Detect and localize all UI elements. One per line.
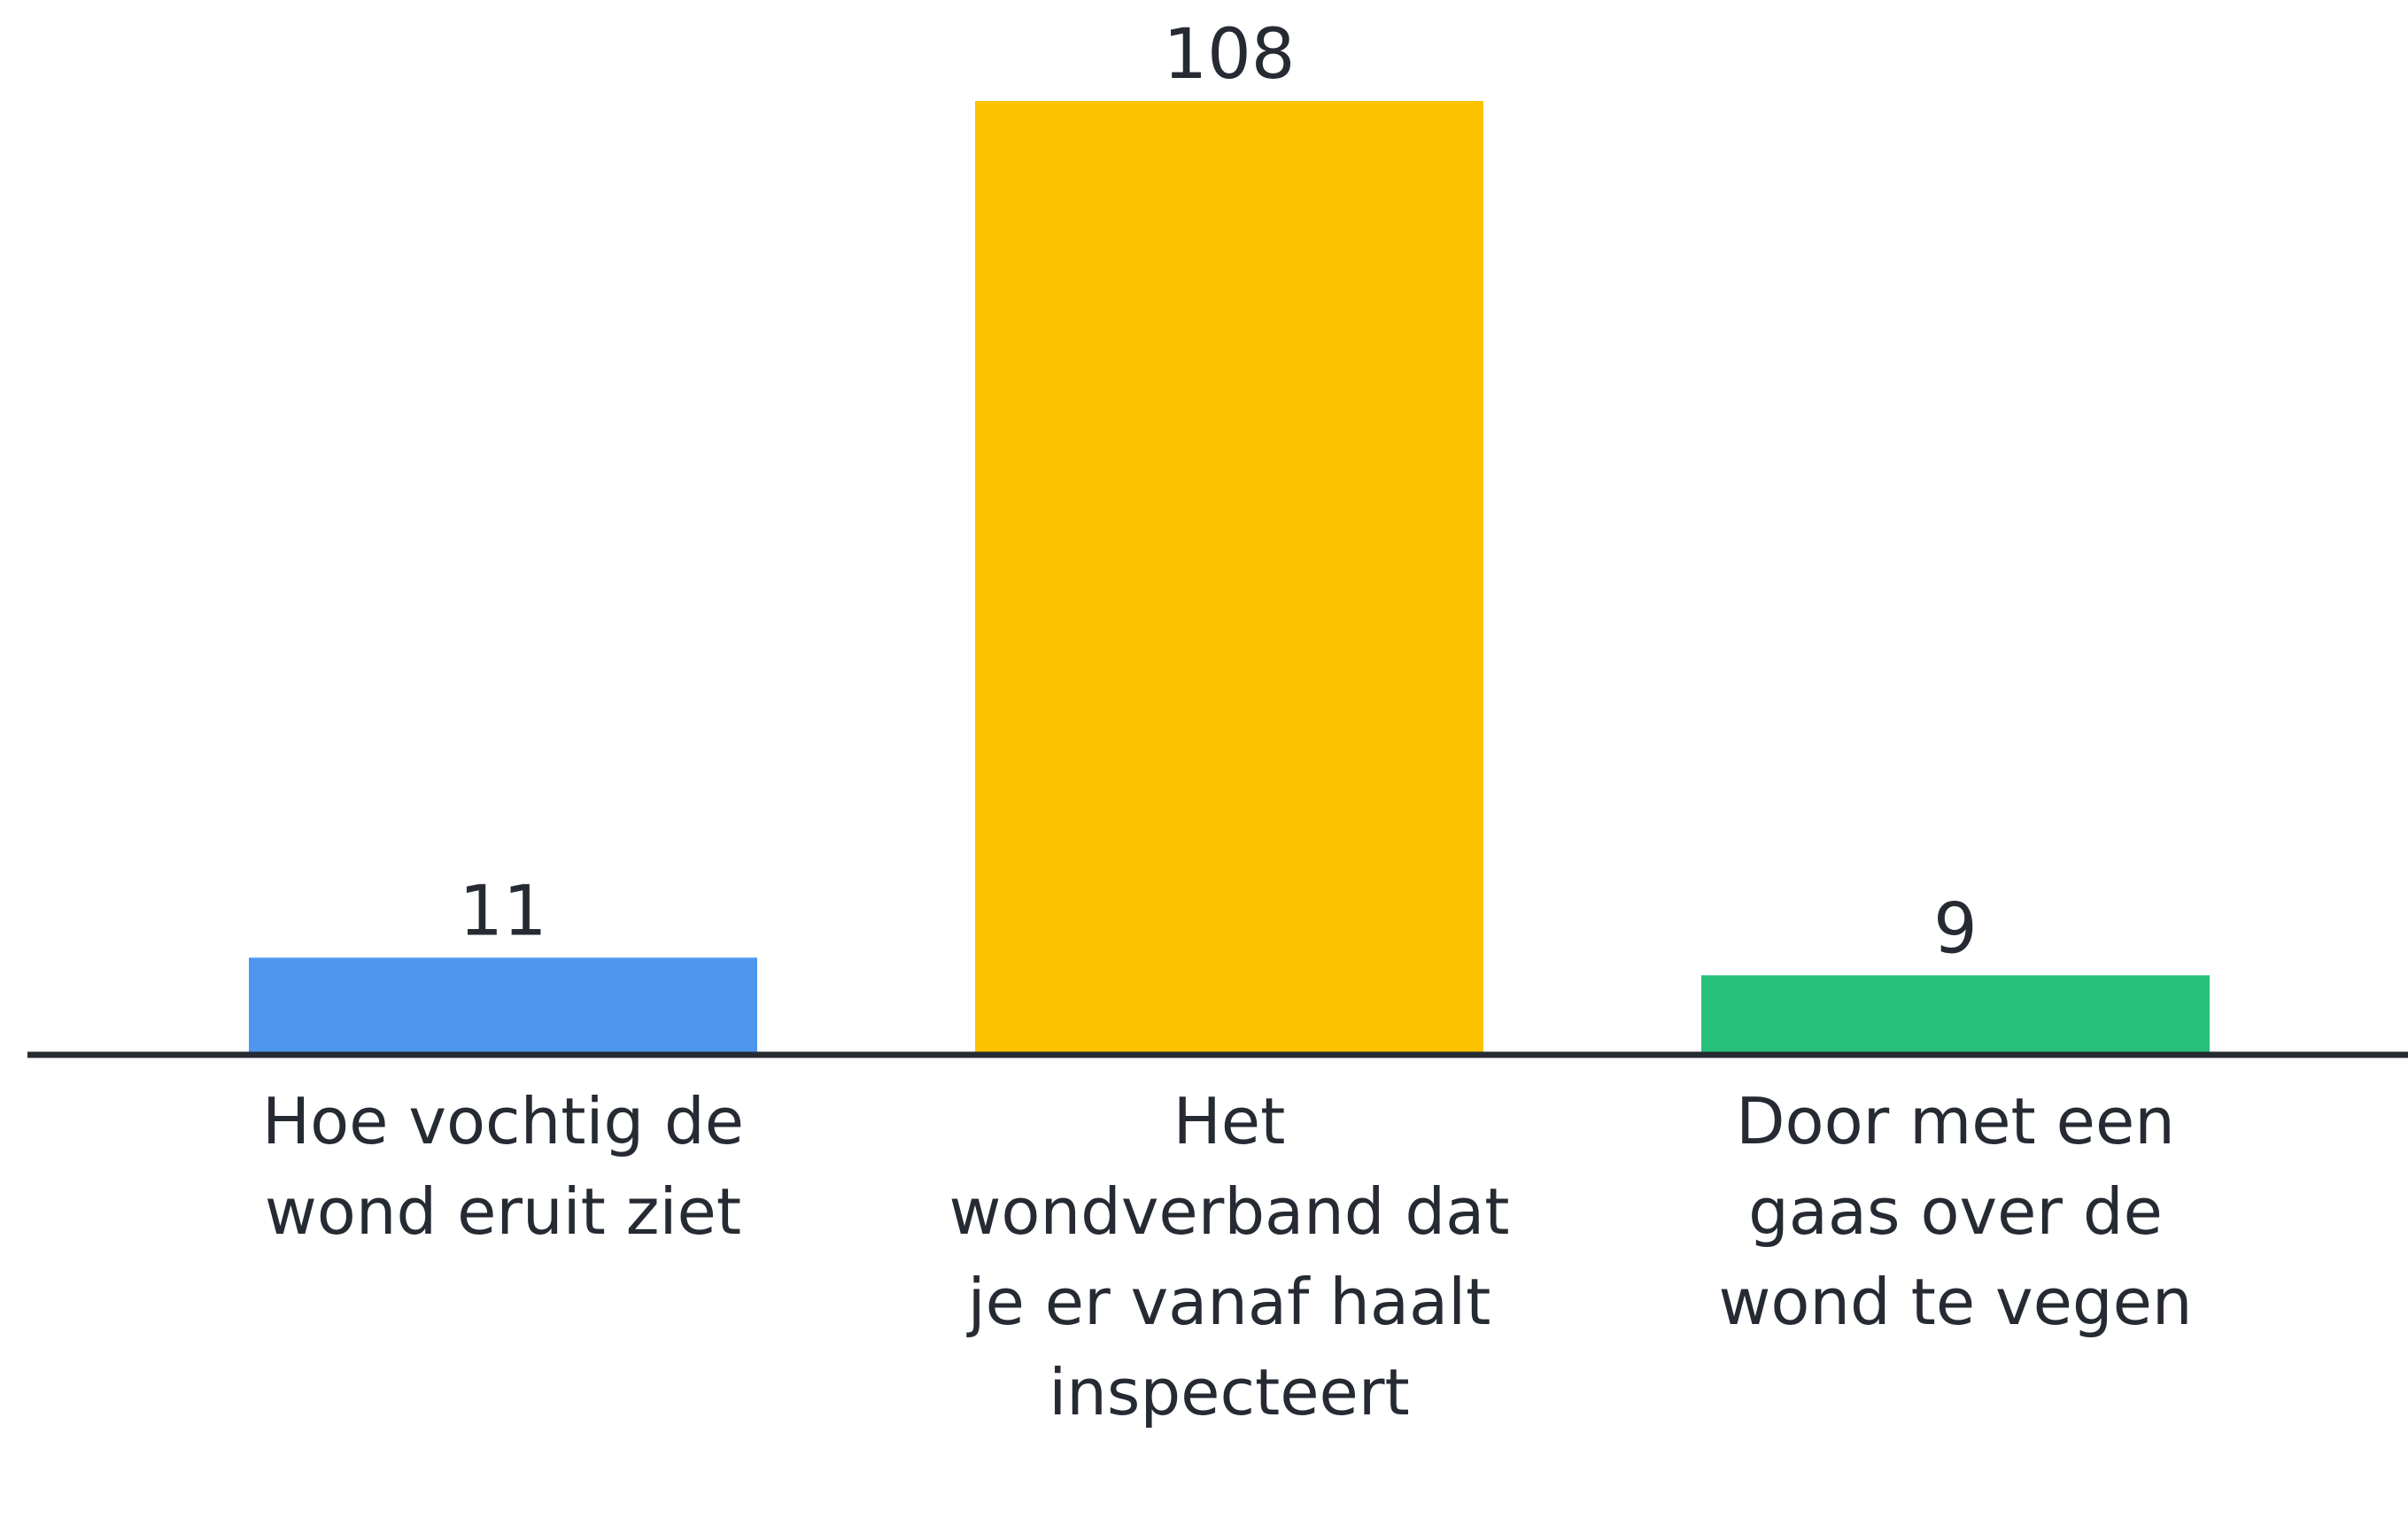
bar xyxy=(975,101,1483,1055)
x-tick-label: Hoe vochtig de wond eruit ziet xyxy=(261,1084,745,1249)
value-label: 11 xyxy=(459,871,546,951)
x-tick-label: Het wondverband dat je er vanaf haalt in… xyxy=(948,1084,1510,1429)
value-label: 9 xyxy=(1933,889,1978,969)
bar xyxy=(1701,975,2210,1055)
bar xyxy=(249,957,757,1055)
value-label: 108 xyxy=(1164,15,1296,95)
x-tick-label: Door met een gaas over de wond te vegen xyxy=(1718,1084,2193,1339)
